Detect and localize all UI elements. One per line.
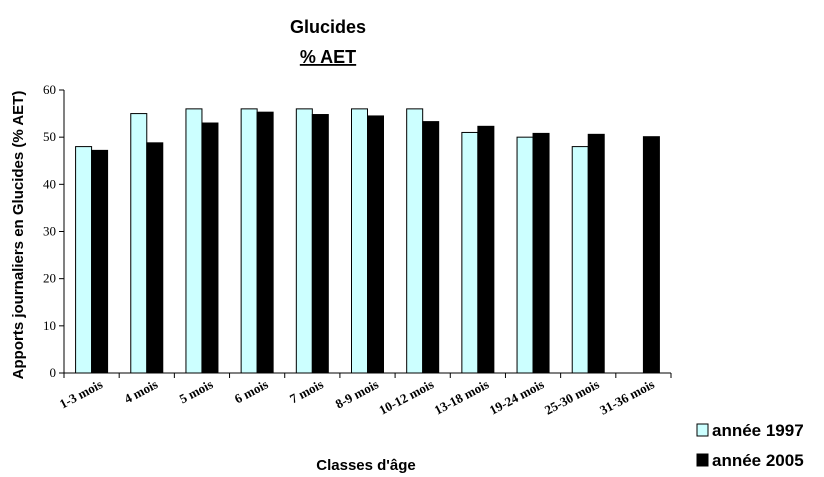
bar-1997 bbox=[571, 146, 589, 374]
x-axis-title: Classes d'âge bbox=[316, 457, 415, 474]
bar-1997 bbox=[461, 131, 479, 374]
bar-1997 bbox=[75, 146, 93, 374]
bar-1997 bbox=[240, 108, 258, 374]
y-tick-label: 0 bbox=[50, 365, 57, 380]
y-tick-label: 30 bbox=[43, 224, 56, 239]
x-tick-label: 13-18 mois bbox=[432, 376, 492, 417]
legend-swatch bbox=[696, 453, 709, 467]
y-axis-title: Apports journaliers en Glucides (% AET) bbox=[10, 91, 27, 380]
bar-1997 bbox=[295, 108, 313, 374]
bar-1997 bbox=[516, 136, 534, 374]
bar-2005 bbox=[91, 149, 109, 374]
x-tick-label: 1-3 mois bbox=[57, 376, 105, 411]
legend: année 1997 année 2005 bbox=[696, 421, 804, 470]
legend-label: année 2005 bbox=[712, 451, 804, 470]
y-tick-label: 60 bbox=[43, 82, 56, 97]
bar-2005 bbox=[642, 136, 660, 374]
x-tick-label: 7 mois bbox=[287, 376, 326, 406]
bar-2005 bbox=[311, 114, 329, 374]
x-tick-label: 4 mois bbox=[122, 376, 161, 406]
x-tick-label: 19-24 mois bbox=[487, 376, 547, 417]
y-tick-label: 50 bbox=[43, 129, 56, 144]
plot-area: 0 10 20 30 40 50 60 1-3 mois 4 mois 5 mois 6 mois 7… bbox=[43, 82, 672, 418]
bar-1997 bbox=[351, 108, 368, 374]
y-tick-label: 10 bbox=[43, 318, 56, 333]
x-tick-label: 31-36 mois bbox=[597, 376, 657, 417]
bar-2005 bbox=[477, 125, 495, 374]
bar-2005 bbox=[201, 122, 219, 374]
legend-swatch bbox=[696, 423, 709, 437]
bar-2005 bbox=[532, 132, 550, 374]
x-tick-label: 5 mois bbox=[177, 376, 216, 406]
bar-2005 bbox=[367, 115, 384, 374]
x-tick-label: 10-12 mois bbox=[376, 376, 436, 417]
x-tick-label: 6 mois bbox=[232, 376, 271, 406]
bar-2005 bbox=[422, 121, 440, 374]
bar-1997 bbox=[130, 113, 148, 374]
x-tick-label: 25-30 mois bbox=[542, 376, 602, 417]
x-tick-label: 8-9 mois bbox=[333, 376, 381, 411]
bar-1997 bbox=[185, 108, 203, 374]
y-tick-label: 20 bbox=[43, 271, 56, 286]
bar-1997 bbox=[406, 108, 424, 374]
bar-2005 bbox=[587, 133, 605, 374]
y-tick-label: 40 bbox=[43, 176, 56, 191]
bar-2005 bbox=[146, 142, 164, 374]
legend-label: année 1997 bbox=[712, 421, 804, 440]
chart-title: Glucides bbox=[290, 17, 366, 37]
bar-2005 bbox=[256, 111, 274, 374]
chart-subtitle: % AET bbox=[300, 47, 356, 67]
